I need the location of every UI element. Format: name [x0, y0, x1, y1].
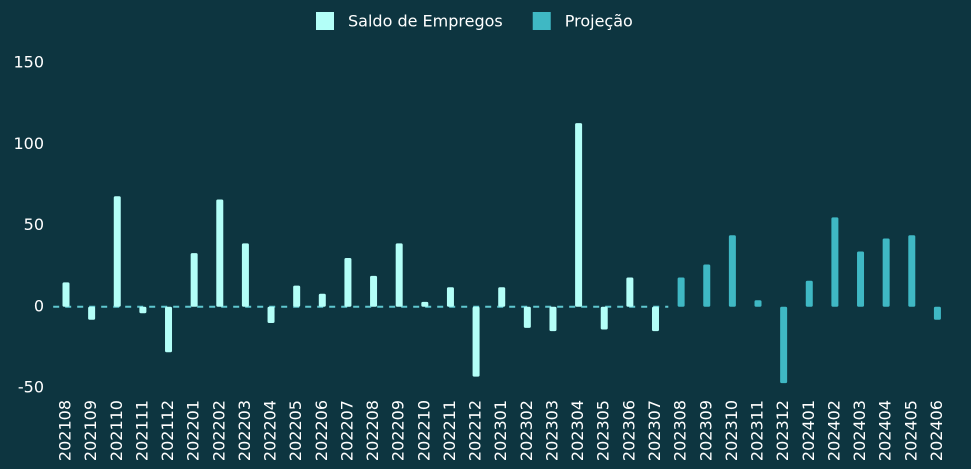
- bar: [575, 123, 583, 307]
- bar: [882, 238, 890, 307]
- bar: [344, 258, 352, 307]
- x-tick-label: 202304: [568, 400, 587, 461]
- x-tick-label: 202209: [389, 400, 408, 461]
- x-tick-label: 202401: [799, 400, 818, 461]
- x-tick-label: 202110: [107, 400, 126, 461]
- x-tick-label: 202402: [824, 400, 843, 461]
- x-tick-label: 202309: [696, 400, 715, 461]
- bar: [600, 306, 608, 330]
- x-tick-label: 202205: [286, 400, 305, 461]
- x-tick-label: 202203: [235, 400, 254, 461]
- x-tick-label: 202202: [209, 400, 228, 461]
- bar: [421, 301, 429, 307]
- x-tick-label: 202109: [81, 400, 100, 461]
- bar: [908, 235, 916, 307]
- bar: [293, 285, 301, 307]
- bar: [549, 306, 557, 332]
- legend-label: Saldo de Empregos: [348, 12, 503, 31]
- bar: [703, 264, 711, 307]
- x-tick-label: 202404: [876, 400, 895, 461]
- bar: [395, 243, 403, 307]
- y-tick-label: 100: [13, 134, 44, 153]
- y-tick-label: -50: [18, 378, 44, 397]
- x-tick-label: 202302: [517, 400, 536, 461]
- y-tick-label: 50: [24, 215, 44, 234]
- legend-swatch: [532, 12, 551, 30]
- bar: [677, 277, 685, 307]
- x-tick-label: 202406: [927, 400, 946, 461]
- x-tick-label: 202210: [414, 400, 433, 461]
- bar: [88, 306, 96, 320]
- bar: [190, 253, 198, 307]
- bar: [472, 306, 480, 377]
- x-tick-label: 202211: [440, 400, 459, 461]
- bar: [780, 306, 788, 384]
- bar: [523, 306, 531, 328]
- x-tick-label: 202307: [645, 400, 664, 461]
- x-tick-label: 202305: [594, 400, 613, 461]
- bar: [651, 306, 659, 332]
- x-tick-label: 202311: [748, 400, 767, 461]
- x-tick-label: 202207: [337, 400, 356, 461]
- x-tick-label: 202212: [466, 400, 485, 461]
- x-tick-label: 202206: [312, 400, 331, 461]
- x-tick-label: 202301: [491, 400, 510, 461]
- bar: [446, 287, 454, 307]
- legend-label: Projeção: [565, 12, 633, 31]
- bar: [267, 306, 275, 323]
- x-tick-label: 202405: [901, 400, 920, 461]
- x-tick-label: 202310: [722, 400, 741, 461]
- bar: [165, 306, 173, 353]
- x-tick-label: 202201: [184, 400, 203, 461]
- x-tick-label: 202308: [671, 400, 690, 461]
- bar: [318, 293, 326, 307]
- bar: [728, 235, 736, 307]
- x-tick-label: 202112: [158, 400, 177, 461]
- y-tick-label: 150: [13, 53, 44, 72]
- x-tick-label: 202208: [363, 400, 382, 461]
- x-tick-label: 202306: [619, 400, 638, 461]
- bar: [370, 275, 378, 307]
- bar: [113, 196, 121, 307]
- x-tick-label: 202108: [56, 400, 75, 461]
- x-tick-label: 202312: [773, 400, 792, 461]
- bar: [831, 217, 839, 307]
- x-tick-label: 202403: [850, 400, 869, 461]
- bar: [933, 306, 941, 320]
- legend-swatch: [316, 12, 334, 30]
- bar: [805, 280, 813, 307]
- bar: [498, 287, 506, 307]
- bar: [241, 243, 249, 307]
- bar: [62, 282, 70, 307]
- bar: [754, 300, 762, 307]
- bar: [139, 306, 147, 314]
- x-tick-label: 202111: [132, 400, 151, 461]
- bar: [216, 199, 224, 307]
- x-tick-label: 202303: [542, 400, 561, 461]
- bar: [857, 251, 865, 307]
- bar: [626, 277, 634, 307]
- x-tick-label: 202204: [261, 400, 280, 461]
- y-tick-label: 0: [34, 296, 44, 315]
